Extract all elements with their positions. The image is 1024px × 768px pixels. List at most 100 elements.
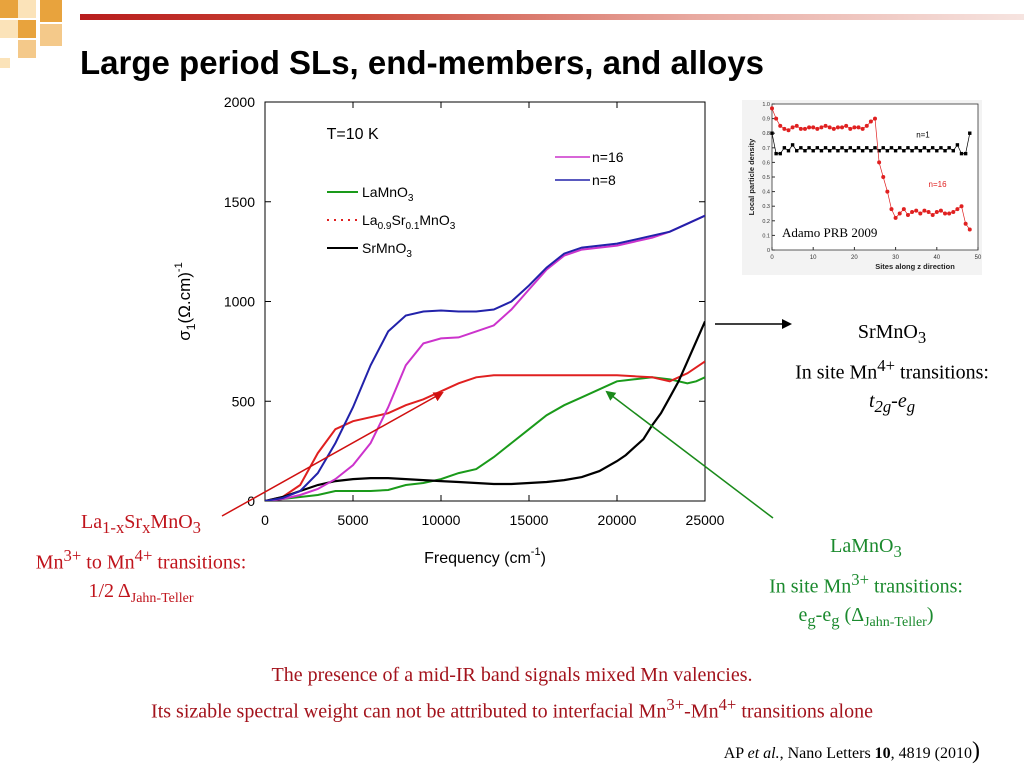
lamno3-line3: eg-eg (ΔJahn-Teller) <box>730 601 1002 637</box>
inset-point <box>963 221 968 226</box>
inset-point <box>959 151 964 156</box>
inset-y-axis-label: Local particle density <box>747 138 756 216</box>
superscript: 3+ <box>666 695 685 714</box>
inset-y-tick-label: 0.5 <box>762 175 770 181</box>
lamno3-line1: LaMnO3 <box>730 532 1002 566</box>
srmno3-formula: SrMnO <box>857 321 918 343</box>
deco-square <box>18 20 36 38</box>
inset-point <box>869 149 873 153</box>
text: e <box>798 603 808 626</box>
inset-point <box>955 143 960 147</box>
inset-point <box>856 146 861 150</box>
inset-point <box>934 210 939 215</box>
inset-point <box>770 106 774 111</box>
inset-point <box>786 128 791 133</box>
x-tick-label: 25000 <box>686 512 725 528</box>
legend-sub: 3 <box>408 193 414 204</box>
legend-sub: 0.9 <box>378 221 392 232</box>
inset-point <box>774 151 778 156</box>
inset-point <box>910 149 914 153</box>
inset-point <box>815 126 820 131</box>
lsmo-line3: 1/2 ΔJahn-Teller <box>0 577 282 613</box>
text: 10 <box>874 745 891 762</box>
x-tick-label: 10000 <box>422 512 461 528</box>
y-axis-label-mid: (Ω.cm) <box>175 272 194 323</box>
inset-y-tick-label: 0 <box>767 248 770 254</box>
header-decoration <box>0 0 1024 70</box>
inset-point <box>827 149 832 153</box>
legend-sub: 3 <box>406 249 412 260</box>
superscript: 3+ <box>63 546 82 565</box>
y-axis-label-sup: -1 <box>173 262 185 272</box>
srmno3-line1: SrMnO3 <box>760 318 1024 352</box>
inset-point <box>823 123 828 128</box>
text: Mn <box>35 551 64 574</box>
text: -e <box>815 603 832 626</box>
inset-point <box>807 146 811 150</box>
subscript: Jahn-Teller <box>864 614 927 630</box>
inset-point <box>811 125 816 130</box>
y-tick-label: 1000 <box>224 294 255 310</box>
inset-point <box>844 149 848 153</box>
deco-square <box>0 0 18 18</box>
inset-y-tick-label: 0.9 <box>762 117 770 123</box>
y-tick-label: 500 <box>232 393 256 409</box>
srmno3-line3: t2g-eg <box>760 387 1024 421</box>
inset-point <box>799 146 803 150</box>
inset-point <box>877 160 882 165</box>
x-axis-label-end: ) <box>541 550 546 567</box>
inset-y-tick-label: 0.1 <box>762 233 770 239</box>
inset-point <box>926 210 931 215</box>
series-line-n=8 <box>265 214 705 501</box>
inset-point <box>951 210 956 215</box>
inset-point <box>914 146 918 150</box>
x-tick-label: 0 <box>261 512 269 528</box>
inset-point <box>835 125 840 130</box>
inset-x-tick-label: 30 <box>892 255 899 261</box>
inset-y-tick-label: 0.7 <box>762 146 770 152</box>
inset-point <box>914 208 919 213</box>
inset-point <box>918 149 923 153</box>
inset-point <box>778 151 782 156</box>
lsmo-arrow <box>221 392 444 517</box>
inset-point <box>930 212 935 217</box>
text: (Δ <box>839 603 865 626</box>
inset-point <box>815 146 820 150</box>
text: to Mn <box>81 551 135 574</box>
inset-y-tick-label: 0.2 <box>762 219 770 225</box>
temperature-annotation: T=10 K <box>327 126 379 143</box>
slide-title: Large period SLs, end-members, and alloy… <box>80 44 765 81</box>
legend-text: Sr <box>391 212 405 228</box>
inset-point <box>910 210 915 215</box>
inset-point <box>819 149 824 153</box>
inset-point <box>790 143 795 147</box>
inset-point <box>831 126 836 131</box>
subscript: g <box>807 610 816 630</box>
inset-x-tick-label: 10 <box>810 255 817 261</box>
inset-y-tick-label: 0.6 <box>762 160 770 166</box>
legend-text: SrMnO <box>362 240 406 256</box>
inset-point <box>967 227 972 232</box>
inset-point <box>860 149 865 153</box>
text: et al. <box>747 745 780 762</box>
legend-label: n=8 <box>592 172 616 188</box>
inset-point <box>873 146 877 150</box>
inset-point <box>786 149 791 153</box>
y-tick-label: 0 <box>247 493 255 509</box>
deco-square <box>40 24 62 46</box>
subscript: 3 <box>893 542 902 561</box>
text: -Mn <box>684 700 719 723</box>
text: 1/2 Δ <box>88 579 131 602</box>
inset-point <box>782 146 787 150</box>
inset-point <box>848 126 853 131</box>
inset-point <box>893 215 898 220</box>
inset-point <box>836 149 840 153</box>
inset-x-axis-label: Sites along z direction <box>875 262 955 271</box>
inset-point <box>897 211 902 216</box>
inset-point <box>807 125 812 130</box>
text: In site Mn <box>795 361 878 384</box>
x-axis-label-sup: -1 <box>531 546 541 558</box>
series-line-La0.9Sr0.1MnO3 <box>265 360 705 501</box>
inset-point <box>873 116 877 121</box>
inset-point <box>827 125 832 130</box>
